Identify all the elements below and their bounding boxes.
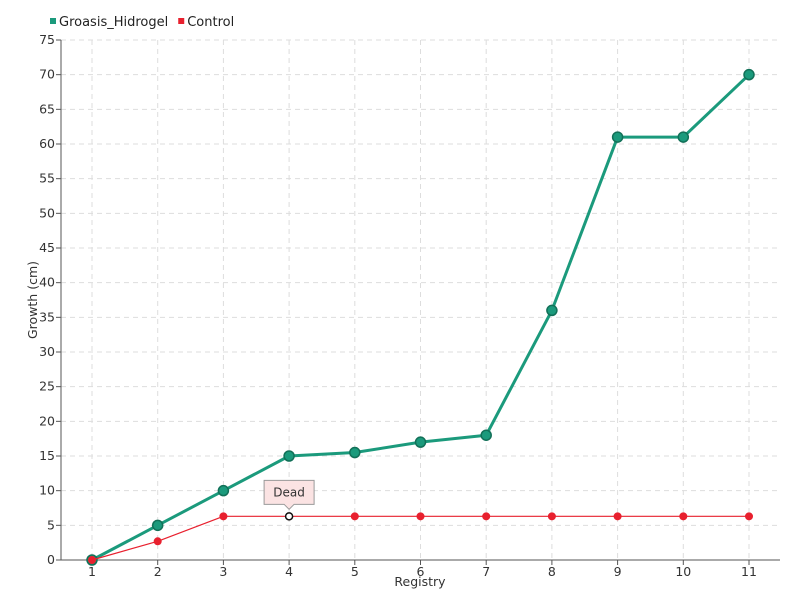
y-tick-label: 25: [39, 379, 55, 394]
y-axis-title: Growth (cm): [25, 261, 40, 339]
y-tick-label: 35: [39, 309, 55, 324]
data-point[interactable]: [151, 519, 164, 532]
y-tick-label: 60: [39, 136, 55, 151]
y-tick-label: 40: [39, 275, 55, 290]
data-point[interactable]: [743, 68, 755, 81]
data-point[interactable]: [613, 512, 622, 521]
data-point[interactable]: [482, 512, 491, 521]
data-point[interactable]: [88, 556, 96, 564]
y-tick-label: 45: [39, 240, 55, 255]
highlighted-point[interactable]: [284, 512, 294, 521]
data-point[interactable]: [349, 446, 361, 459]
y-tick-label: 20: [39, 413, 55, 428]
tooltip-box: [263, 479, 315, 511]
y-tick-label: 5: [47, 517, 55, 532]
data-point[interactable]: [350, 512, 359, 521]
x-axis-ticks: 1 2 3 4 5 6 7 8 9 10 11: [88, 560, 757, 579]
data-point[interactable]: [219, 512, 228, 521]
data-point[interactable]: [414, 436, 427, 448]
x-tick-label: 1: [88, 564, 96, 579]
data-point[interactable]: [745, 512, 753, 521]
data-point[interactable]: [283, 450, 295, 462]
legend-swatch: [178, 18, 185, 24]
annotation-layer: Dead: [263, 479, 315, 521]
y-axis-ticks: 0 5 10 15 20 25 30 35 40 45 50 55 60 65 70 75: [39, 32, 61, 567]
tooltip-label: Dead: [273, 485, 305, 499]
x-tick-label: 8: [548, 564, 556, 579]
data-point[interactable]: [677, 131, 690, 143]
data-point[interactable]: [480, 429, 492, 441]
x-axis-title: Registry: [394, 574, 446, 589]
y-tick-label: 10: [39, 483, 55, 498]
data-point[interactable]: [416, 512, 425, 521]
data-point[interactable]: [153, 537, 162, 546]
y-tick-label: 75: [39, 32, 55, 47]
grid-lines: [61, 39, 780, 560]
y-tick-label: 0: [47, 552, 55, 567]
x-tick-label: 6: [417, 564, 425, 579]
legend-swatch: [50, 18, 56, 24]
x-tick-label: 5: [351, 564, 359, 579]
legend-label[interactable]: Control: [187, 15, 234, 30]
x-tick-label: 3: [219, 564, 227, 579]
y-tick-label: 50: [39, 205, 55, 220]
series-layer: [86, 68, 755, 566]
x-tick-label: 11: [741, 564, 757, 579]
legend-label[interactable]: Groasis_Hidrogel: [59, 15, 168, 30]
x-tick-label: 4: [285, 564, 293, 579]
data-point[interactable]: [546, 304, 558, 317]
data-point[interactable]: [547, 512, 556, 521]
data-point[interactable]: [611, 131, 624, 143]
y-tick-label: 30: [39, 344, 55, 359]
y-tick-label: 55: [39, 171, 55, 186]
legend[interactable]: Groasis_Hidrogel Control: [50, 15, 234, 30]
x-tick-label: 2: [154, 564, 162, 579]
x-tick-label: 9: [614, 564, 622, 579]
data-point[interactable]: [679, 512, 688, 521]
data-point[interactable]: [217, 484, 230, 497]
y-tick-label: 70: [39, 67, 55, 82]
y-tick-label: 15: [39, 448, 55, 463]
x-tick-label: 10: [675, 564, 691, 579]
x-tick-label: 7: [482, 564, 490, 579]
y-tick-label: 65: [39, 101, 55, 116]
